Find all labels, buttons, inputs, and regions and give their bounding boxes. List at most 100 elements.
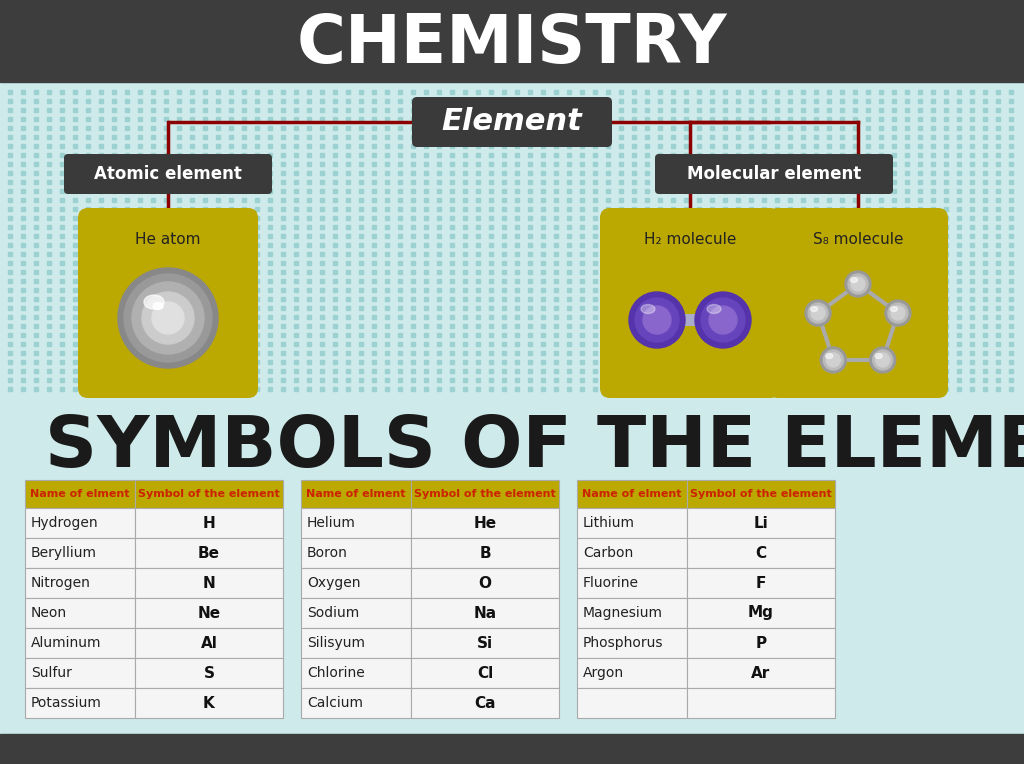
Circle shape xyxy=(701,298,745,342)
Text: Ne: Ne xyxy=(198,606,220,620)
Ellipse shape xyxy=(876,354,883,358)
FancyBboxPatch shape xyxy=(659,314,721,326)
Bar xyxy=(411,628,559,658)
Text: Sulfur: Sulfur xyxy=(31,666,72,680)
Text: Ca: Ca xyxy=(474,695,496,711)
Text: Phosphorus: Phosphorus xyxy=(583,636,664,650)
Bar xyxy=(687,688,835,718)
Bar xyxy=(135,598,283,628)
Circle shape xyxy=(820,347,846,373)
Bar xyxy=(301,628,411,658)
Text: Name of elment: Name of elment xyxy=(583,489,682,499)
Bar xyxy=(411,538,559,568)
Bar xyxy=(25,508,135,538)
Bar xyxy=(25,480,135,508)
Bar xyxy=(135,508,283,538)
Text: Si: Si xyxy=(477,636,494,650)
Circle shape xyxy=(709,306,737,334)
Bar xyxy=(411,598,559,628)
Text: P: P xyxy=(756,636,767,650)
Bar xyxy=(577,628,687,658)
Ellipse shape xyxy=(811,306,817,312)
Text: Carbon: Carbon xyxy=(583,546,633,560)
Text: Ar: Ar xyxy=(752,665,771,681)
Bar xyxy=(577,480,687,508)
FancyBboxPatch shape xyxy=(655,154,893,194)
Circle shape xyxy=(695,292,751,348)
FancyBboxPatch shape xyxy=(412,97,612,147)
Text: S₈ molecule: S₈ molecule xyxy=(813,232,903,248)
Bar xyxy=(25,688,135,718)
Bar xyxy=(301,658,411,688)
Text: Oxygen: Oxygen xyxy=(307,576,360,590)
Text: Sodium: Sodium xyxy=(307,606,359,620)
Bar xyxy=(135,628,283,658)
Text: Symbol of the element: Symbol of the element xyxy=(414,489,556,499)
Circle shape xyxy=(848,274,868,294)
Ellipse shape xyxy=(153,303,163,309)
Bar xyxy=(687,628,835,658)
Bar xyxy=(0,734,1024,764)
Ellipse shape xyxy=(851,277,857,283)
Text: Lithium: Lithium xyxy=(583,516,635,530)
Text: Cl: Cl xyxy=(477,665,494,681)
Text: H₂ molecule: H₂ molecule xyxy=(644,232,736,248)
Bar xyxy=(301,688,411,718)
Bar xyxy=(135,480,283,508)
Text: He atom: He atom xyxy=(135,232,201,248)
Bar xyxy=(25,538,135,568)
Circle shape xyxy=(808,303,828,323)
Bar xyxy=(687,508,835,538)
Circle shape xyxy=(152,302,184,334)
Circle shape xyxy=(805,300,831,326)
Circle shape xyxy=(142,292,194,344)
Bar xyxy=(411,568,559,598)
Text: O: O xyxy=(478,575,492,591)
Bar xyxy=(577,508,687,538)
Circle shape xyxy=(891,306,905,320)
Bar xyxy=(687,658,835,688)
Text: Nitrogen: Nitrogen xyxy=(31,576,91,590)
Bar xyxy=(411,508,559,538)
Text: Calcium: Calcium xyxy=(307,696,362,710)
Circle shape xyxy=(635,298,679,342)
Bar xyxy=(301,598,411,628)
Text: Hydrogen: Hydrogen xyxy=(31,516,98,530)
Circle shape xyxy=(132,282,204,354)
Ellipse shape xyxy=(891,306,897,312)
Text: SYMBOLS OF THE ELEMENTS: SYMBOLS OF THE ELEMENTS xyxy=(45,413,1024,483)
Ellipse shape xyxy=(825,354,833,358)
Circle shape xyxy=(888,303,908,323)
Circle shape xyxy=(811,306,825,320)
Text: C: C xyxy=(756,545,767,561)
Bar xyxy=(25,598,135,628)
Circle shape xyxy=(826,353,841,367)
Bar xyxy=(687,538,835,568)
Text: Magnesium: Magnesium xyxy=(583,606,663,620)
Circle shape xyxy=(851,277,865,291)
Text: Name of elment: Name of elment xyxy=(31,489,130,499)
Bar xyxy=(25,628,135,658)
Circle shape xyxy=(823,350,844,370)
Circle shape xyxy=(885,300,911,326)
Text: He: He xyxy=(473,516,497,530)
Text: Beryllium: Beryllium xyxy=(31,546,97,560)
Bar xyxy=(577,598,687,628)
FancyBboxPatch shape xyxy=(63,154,272,194)
Bar xyxy=(301,508,411,538)
Text: Fluorine: Fluorine xyxy=(583,576,639,590)
Bar xyxy=(577,538,687,568)
Text: CHEMISTRY: CHEMISTRY xyxy=(297,11,727,77)
Text: Atomic element: Atomic element xyxy=(94,165,242,183)
Bar xyxy=(577,688,687,718)
Text: Neon: Neon xyxy=(31,606,68,620)
Bar xyxy=(25,658,135,688)
FancyBboxPatch shape xyxy=(768,208,948,398)
Circle shape xyxy=(876,353,890,367)
Bar xyxy=(411,658,559,688)
Text: Potassium: Potassium xyxy=(31,696,101,710)
FancyBboxPatch shape xyxy=(78,208,258,398)
Text: Argon: Argon xyxy=(583,666,624,680)
Text: B: B xyxy=(479,545,490,561)
Text: F: F xyxy=(756,575,766,591)
